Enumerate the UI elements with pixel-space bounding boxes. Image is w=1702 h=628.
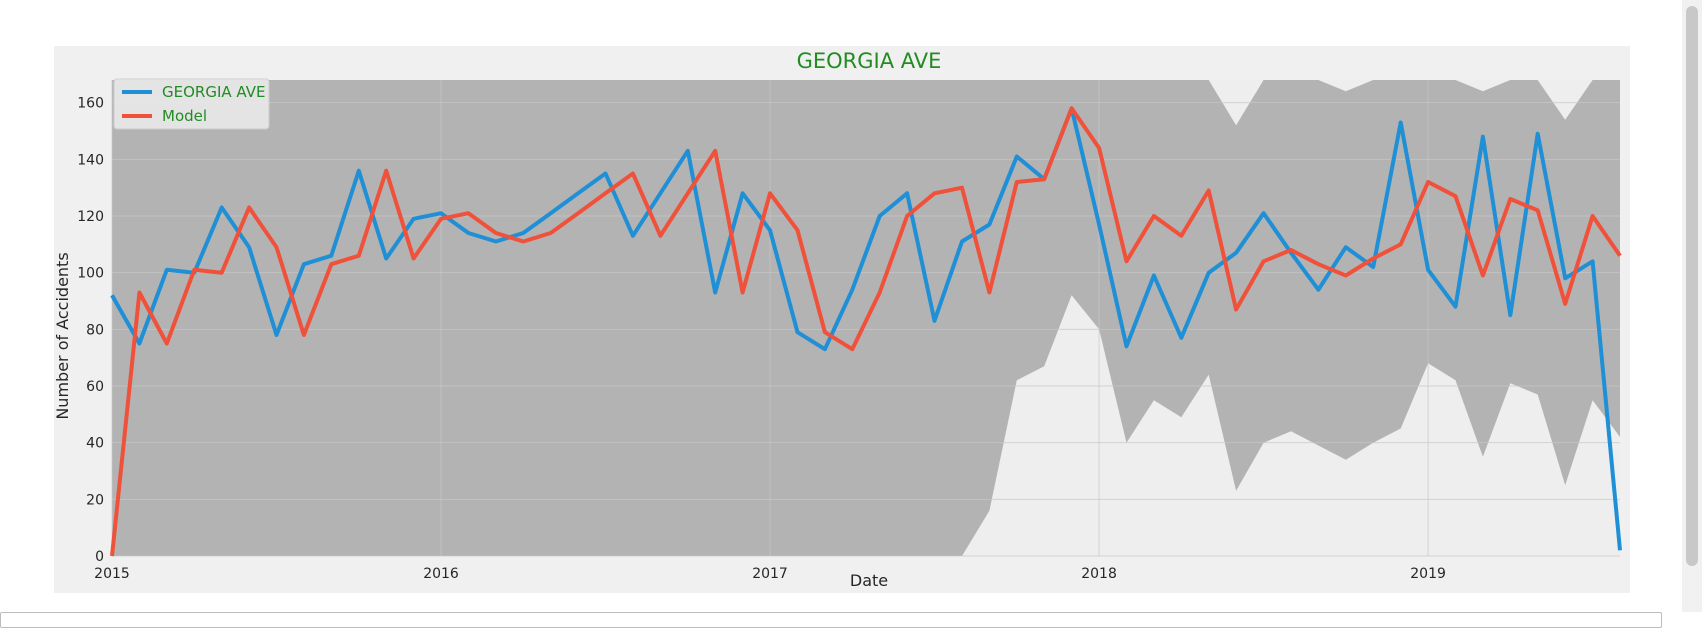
scrollbar-thumb[interactable] (1686, 6, 1698, 566)
x-axis-label: Date (850, 571, 888, 590)
x-axis: 2015 2016 2017 2018 2019 (94, 566, 1446, 582)
y-tick-label: 140 (77, 152, 104, 168)
series-line-model (110, 106, 1622, 557)
line-chart: GEORGIA AVE 2015 2016 2017 2018 2019 0 20 40 60… (54, 49, 1622, 590)
output-cell: GEORGIA AVE 2015 2016 2017 2018 2019 0 20 40 60… (54, 46, 1630, 593)
y-tick-label: 40 (86, 436, 104, 452)
y-axis-label: Number of Accidents (54, 252, 72, 419)
next-cell[interactable] (0, 612, 1662, 628)
y-tick-label: 60 (86, 379, 104, 395)
y-tick-label: 0 (95, 549, 104, 565)
chart-title: GEORGIA AVE (797, 49, 942, 73)
chart-figure: GEORGIA AVE 2015 2016 2017 2018 2019 0 20 40 60… (54, 46, 1630, 593)
y-tick-label: 20 (86, 492, 104, 508)
x-tick-label: 2016 (423, 566, 459, 582)
y-tick-label: 120 (77, 209, 104, 225)
legend: GEORGIA AVE Model (113, 78, 270, 130)
y-axis: 0 20 40 60 80 100 120 140 160 (77, 96, 104, 565)
x-tick-label: 2018 (1081, 566, 1117, 582)
x-tick-label: 2019 (1410, 566, 1446, 582)
y-tick-label: 100 (77, 266, 104, 282)
y-tick-label: 80 (86, 322, 104, 338)
plot-area (110, 80, 1622, 557)
legend-label-model: Model (162, 107, 207, 125)
x-tick-label: 2017 (752, 566, 788, 582)
legend-box (113, 78, 270, 130)
x-tick-label: 2015 (94, 566, 130, 582)
legend-label-georgia-ave: GEORGIA AVE (162, 83, 265, 101)
series-line-georgia-ave (110, 106, 1622, 551)
y-tick-label: 160 (77, 96, 104, 112)
